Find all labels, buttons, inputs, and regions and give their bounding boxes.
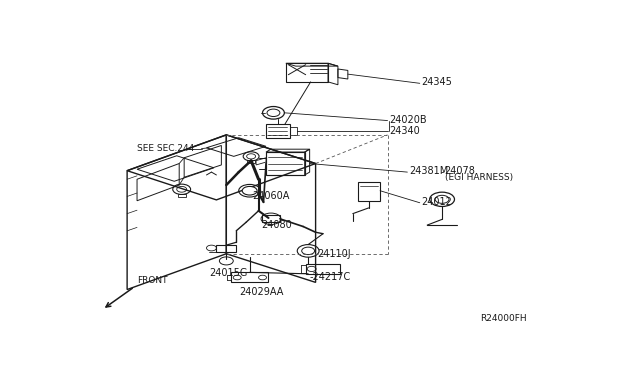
Text: FRONT: FRONT [137, 276, 168, 285]
Text: 24012: 24012 [421, 197, 452, 207]
Circle shape [242, 186, 257, 195]
Text: SEE SEC.244: SEE SEC.244 [137, 144, 195, 153]
Text: 24381M: 24381M [409, 166, 448, 176]
Text: 24015G: 24015G [209, 268, 247, 278]
Text: 24345: 24345 [421, 77, 452, 87]
Text: 24340: 24340 [390, 126, 420, 135]
Text: 24029AA: 24029AA [240, 288, 284, 297]
Text: -24217C: -24217C [309, 272, 351, 282]
Text: (EGI HARNESS): (EGI HARNESS) [445, 173, 513, 182]
Text: 24080: 24080 [261, 219, 292, 230]
Text: 24060A: 24060A [253, 191, 290, 201]
Text: 24110J: 24110J [317, 249, 351, 259]
Text: R24000FH: R24000FH [480, 314, 527, 323]
Text: 24020B: 24020B [390, 115, 427, 125]
Text: 24078: 24078 [445, 166, 476, 176]
